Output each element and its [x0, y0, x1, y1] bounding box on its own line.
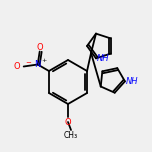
Text: CH₃: CH₃ [64, 131, 78, 140]
Text: O: O [13, 62, 20, 71]
Text: NH: NH [97, 54, 109, 63]
Text: NH: NH [126, 77, 138, 86]
Text: O: O [65, 118, 71, 127]
Text: N: N [35, 60, 41, 69]
Text: −: − [26, 59, 32, 66]
Text: +: + [42, 58, 47, 63]
Text: O: O [36, 43, 43, 52]
